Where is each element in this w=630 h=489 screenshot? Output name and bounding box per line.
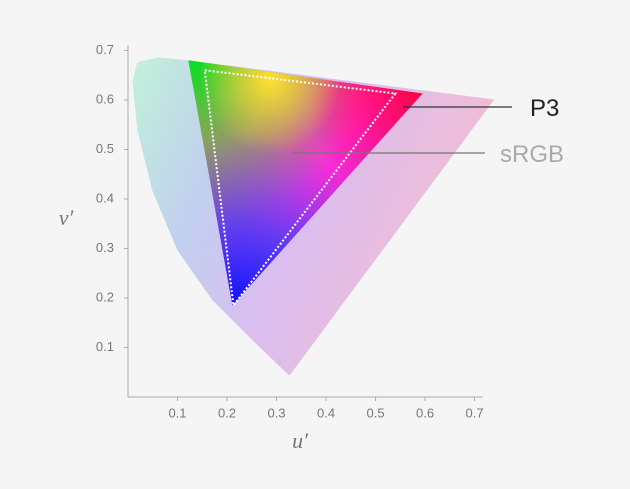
p3-gamut-shade [188,60,423,306]
y-tick-label: 0.4 [96,190,114,205]
x-tick-label: 0.5 [366,405,384,420]
y-tick-label: 0.7 [96,42,114,57]
x-tick-label: 0.3 [267,405,285,420]
srgb-gamut [203,69,398,308]
y-tick-label: 0.3 [96,240,114,255]
x-tick-label: 0.1 [168,405,186,420]
p3-label: P3 [530,95,559,122]
x-tick-label: 0.2 [218,405,236,420]
y-axis-label: v′ [59,205,75,230]
x-tick-label: 0.7 [466,405,484,420]
y-tick-label: 0.1 [96,339,114,354]
x-axis-label: u′ [292,428,309,453]
srgb-label: sRGB [500,141,564,168]
y-tick-label: 0.2 [96,289,114,304]
x-tick-label: 0.6 [416,405,434,420]
x-tick-label: 0.4 [317,405,335,420]
y-tick-label: 0.6 [96,91,114,106]
y-tick-label: 0.5 [96,141,114,156]
